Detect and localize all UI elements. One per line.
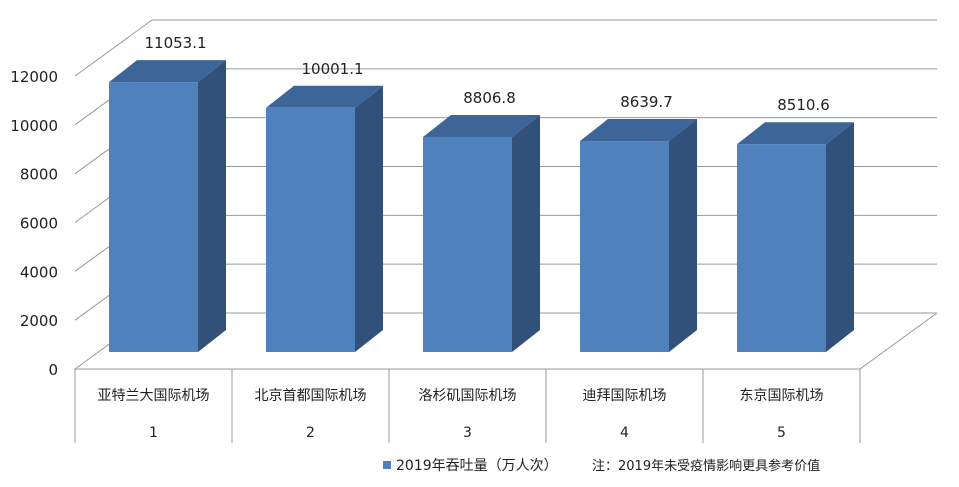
- bar-top: [737, 122, 854, 145]
- x-category-label: 北京首都国际机场: [255, 388, 367, 404]
- x-rank-label: 2: [306, 425, 315, 441]
- legend-label: 2019年吞吐量（万人次）: [396, 458, 558, 474]
- bar-top: [266, 85, 383, 108]
- bar-top: [109, 60, 226, 83]
- bar-side: [512, 114, 540, 352]
- bar-top: [423, 114, 540, 137]
- x-category-label: 东京国际机场: [740, 388, 824, 404]
- data-label: 11053.1: [144, 34, 206, 52]
- bar: [109, 82, 198, 352]
- bar: [737, 144, 826, 352]
- y-tick-label: 0: [48, 361, 58, 379]
- y-tick-label: 8000: [20, 166, 58, 184]
- y-tick-label: 12000: [10, 68, 58, 86]
- bar-side: [669, 119, 697, 352]
- bar-side: [355, 85, 383, 353]
- x-category-label: 亚特兰大国际机场: [98, 388, 210, 404]
- y-tick-label: 10000: [10, 117, 58, 135]
- y-tick-label: 4000: [20, 263, 58, 281]
- x-rank-label: 1: [149, 425, 158, 441]
- data-label: 10001.1: [301, 60, 363, 78]
- bar-top: [580, 119, 697, 142]
- data-label: 8510.6: [777, 96, 830, 114]
- x-rank-label: 4: [620, 425, 629, 441]
- y-tick-label: 6000: [20, 215, 58, 233]
- x-rank-label: 3: [463, 425, 472, 441]
- y-tick-label: 2000: [20, 312, 58, 330]
- bar: [580, 141, 669, 352]
- legend-swatch: [383, 461, 391, 469]
- x-category-label: 迪拜国际机场: [583, 388, 667, 404]
- x-rank-label: 5: [777, 425, 786, 441]
- bar: [423, 136, 512, 352]
- data-label: 8806.8: [463, 89, 516, 107]
- footnote: 注：2019年未受疫情影响更具参考价值: [592, 458, 820, 474]
- bar: [266, 107, 355, 352]
- gridline-side: [74, 19, 153, 77]
- data-label: 8639.7: [620, 93, 673, 111]
- bar-side: [826, 122, 854, 352]
- bar-side: [198, 60, 226, 352]
- x-category-label: 洛杉矶国际机场: [419, 388, 517, 404]
